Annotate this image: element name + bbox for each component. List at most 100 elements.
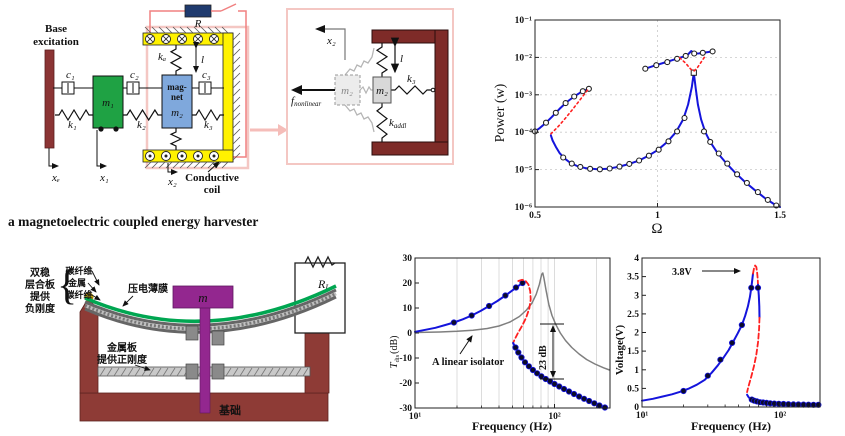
hatch-line <box>295 367 302 377</box>
ghost-spring-bottom <box>344 104 375 133</box>
marker-dot <box>795 401 802 408</box>
hatch-line <box>144 161 152 169</box>
series-voltage-s-unstable <box>746 316 761 394</box>
piezo-label: 压电薄膜 <box>128 282 168 295</box>
x-tick-label: 0.5 <box>529 211 541 221</box>
x2-path <box>324 28 346 60</box>
marker-circle <box>674 128 681 135</box>
roller-2 <box>113 126 119 132</box>
x2-arrow <box>167 163 178 175</box>
marker-dot <box>512 284 520 291</box>
hatch-line <box>232 80 241 89</box>
hatch-line <box>232 152 241 161</box>
m2-label: m₂ <box>171 107 183 119</box>
m1-label: m₁ <box>102 97 114 109</box>
hatch-line <box>200 26 208 34</box>
hatch-top <box>144 26 229 34</box>
marker-circle <box>699 49 706 56</box>
hatch-line <box>253 367 260 377</box>
coil-dot-center <box>164 154 168 158</box>
y-tick-label: 20 <box>403 279 413 289</box>
x-tick-label: 10² <box>774 411 787 421</box>
hatch-line <box>151 161 159 169</box>
linear-isolator-arrow <box>459 335 473 355</box>
db-gap-label: 23 dB <box>538 345 549 370</box>
f-arrowhead <box>291 85 302 95</box>
coil-callout-2: coil <box>204 184 221 196</box>
spring-kaddl <box>376 103 388 142</box>
transmissibility-chart: 10¹ 10² 30 20 10 0 -10 -20 -30 Tdis(dB) Frequenc… <box>388 254 611 433</box>
hatch-line <box>148 367 155 377</box>
trans-chart-area: 10¹ 10² 30 20 10 0 -10 -20 -30 <box>399 254 611 422</box>
stack-label-1: 双稳 <box>30 266 50 279</box>
spring-lower <box>169 128 183 150</box>
spring-top <box>375 43 389 77</box>
l-label: l <box>400 53 403 65</box>
marker-circle <box>596 166 603 173</box>
marker-dot <box>576 393 583 400</box>
marker-circle <box>642 65 649 72</box>
hatch-line <box>162 367 169 377</box>
hatch-line <box>232 48 241 57</box>
bistable-plate-schematic: RL m 双稳 层合板 提供 负刚度 { 碳纤维 <box>25 255 346 422</box>
hatch-line <box>172 161 180 169</box>
spring-k3 <box>391 85 431 95</box>
coil-frame <box>142 26 241 169</box>
y-tick-label: 10⁻⁶ <box>515 203 533 213</box>
marker-circle <box>587 165 594 172</box>
y-tick-label: 10⁻⁴ <box>515 128 533 138</box>
y-tick-label: 2 <box>634 329 639 339</box>
marker-dot <box>800 401 807 408</box>
y-tick-label: 10⁻³ <box>515 91 533 101</box>
roller-1 <box>98 126 104 132</box>
ka-label: kₐ <box>158 51 166 63</box>
x2-label: x₂ <box>326 35 336 47</box>
k3-label: k₃ <box>407 73 416 85</box>
hatch-line <box>232 144 241 153</box>
marker-circle <box>626 160 633 167</box>
marker-dot <box>754 284 762 291</box>
hatch-line <box>165 161 173 169</box>
x2-label: x₂ <box>167 176 177 188</box>
xe-arrow <box>48 148 59 169</box>
coil-dot-center <box>196 154 200 158</box>
marker-dot <box>486 302 493 310</box>
series-voltage-upper <box>641 272 754 402</box>
marker-circle <box>700 128 708 135</box>
series-unstable <box>512 278 532 344</box>
marker-dot <box>785 401 792 408</box>
marker-circle <box>616 163 623 170</box>
hatch-line <box>246 367 253 377</box>
coil-cross-l2 <box>178 35 186 43</box>
marker-dot <box>450 319 458 326</box>
y-tick-label: 10⁻¹ <box>515 16 533 26</box>
marker-circle <box>707 138 714 145</box>
series-linear-isolator <box>414 272 611 371</box>
marker-circle <box>724 160 731 167</box>
damper-c2 <box>126 81 140 95</box>
c3-label: c₃ <box>202 69 211 81</box>
marker-dot <box>551 380 558 388</box>
marker-dot <box>748 284 755 291</box>
resistor-label: R <box>194 18 202 30</box>
spring-ka <box>169 45 183 75</box>
marker-dot <box>586 397 593 405</box>
hatch-line <box>274 367 281 377</box>
marker-dot <box>570 390 578 398</box>
y-tick-label: 10⁻² <box>515 53 533 63</box>
magnet-label-1: mag- <box>167 82 187 92</box>
hatch-line <box>260 367 267 377</box>
hatch-line <box>144 26 152 34</box>
x-tick-label: 1.5 <box>774 211 786 221</box>
series-hsdls-upper <box>414 281 526 333</box>
spring-k2 <box>123 108 162 122</box>
y-tick-label: 1 <box>634 366 639 376</box>
y-tick-label: 0 <box>407 329 412 339</box>
proof-mass-label: m <box>198 290 207 305</box>
coil-cross-l2 <box>210 35 218 43</box>
marker-dot <box>529 366 536 374</box>
marker-circle <box>754 189 761 196</box>
hatch-line <box>99 367 106 377</box>
marker-circle <box>709 48 716 55</box>
clamp-blocks <box>185 325 225 380</box>
